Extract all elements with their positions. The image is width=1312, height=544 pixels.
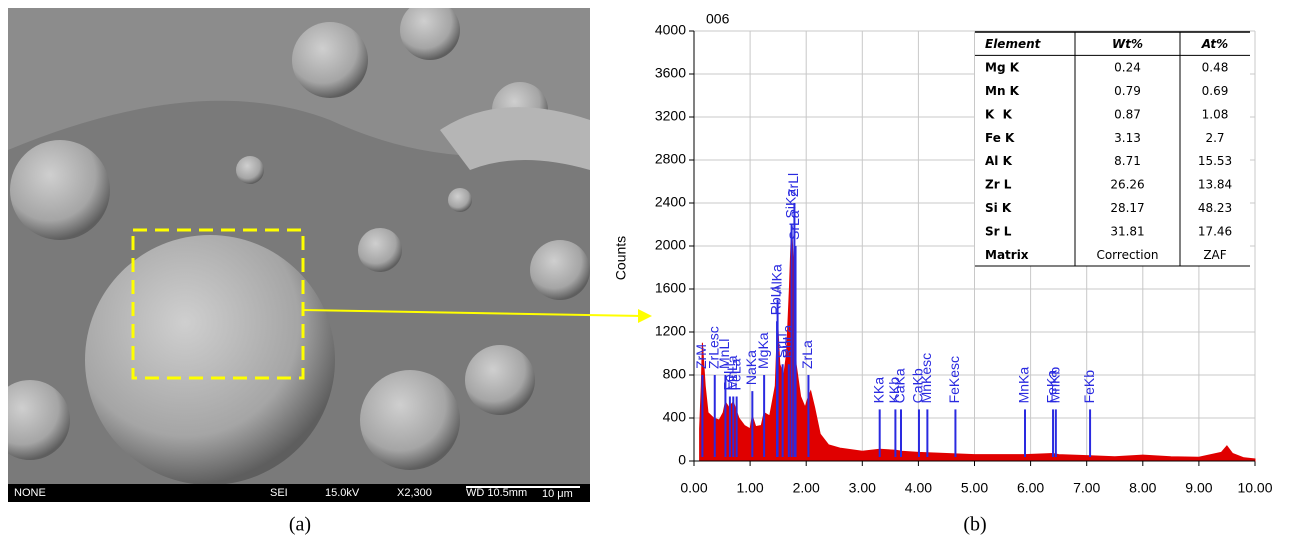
peak-label: ZrLesc bbox=[705, 326, 721, 369]
table-cell: Mn K bbox=[985, 84, 1020, 98]
table-cell: 1.08 bbox=[1202, 107, 1229, 121]
peak-label: FeKb bbox=[1081, 370, 1097, 404]
info-text: 10 μm bbox=[542, 488, 573, 500]
table-cell: 15.53 bbox=[1198, 154, 1232, 168]
y-tick-label: 3600 bbox=[655, 65, 686, 81]
table-cell: 28.17 bbox=[1110, 201, 1144, 215]
info-text: X2,300 bbox=[397, 487, 432, 499]
peak-label: MnLl bbox=[716, 339, 732, 369]
table-cell: Sr L bbox=[985, 224, 1012, 238]
arrow bbox=[302, 309, 641, 317]
info-text: 15.0kV bbox=[325, 487, 360, 499]
table-cell: ZAF bbox=[1203, 248, 1226, 262]
x-tick-label: 5.00 bbox=[961, 480, 988, 496]
table-cell: Si K bbox=[985, 201, 1012, 215]
table-cell: 0.48 bbox=[1202, 61, 1229, 75]
peak-label: KKa bbox=[870, 377, 886, 404]
table-cell: 0.87 bbox=[1114, 107, 1141, 121]
table-cell: Correction bbox=[1096, 248, 1158, 262]
y-tick-label: 400 bbox=[663, 409, 687, 425]
x-tick-label: 7.00 bbox=[1073, 480, 1100, 496]
table-header: Element bbox=[985, 37, 1042, 51]
peak-label: MgKa bbox=[755, 332, 771, 369]
table-cell: Zr L bbox=[985, 178, 1012, 192]
peak-label: SrLa bbox=[786, 210, 802, 240]
arrow-head bbox=[638, 309, 652, 323]
y-tick-label: 0 bbox=[678, 452, 686, 468]
peak-label: RbLl bbox=[768, 286, 784, 315]
y-tick-label: 3200 bbox=[655, 108, 686, 124]
table-cell: Matrix bbox=[985, 248, 1029, 262]
table-cell: 26.26 bbox=[1110, 178, 1144, 192]
peak-label: FeKa bbox=[1044, 370, 1060, 404]
y-tick-label: 2400 bbox=[655, 194, 686, 210]
table-cell: Fe K bbox=[985, 131, 1015, 145]
x-tick-label: 9.00 bbox=[1185, 480, 1212, 496]
chart-title: 006 bbox=[706, 11, 730, 27]
table-cell: K K bbox=[985, 107, 1013, 121]
y-tick-label: 2000 bbox=[655, 237, 686, 253]
peak-label: FeLl bbox=[721, 363, 737, 390]
table-cell: Al K bbox=[985, 154, 1013, 168]
x-tick-label: 4.00 bbox=[905, 480, 932, 496]
info-text: WD 10.5mm bbox=[466, 487, 527, 499]
sem-image bbox=[8, 8, 590, 484]
table-cell: 2.7 bbox=[1205, 131, 1224, 145]
table-header: At% bbox=[1201, 37, 1228, 51]
table-cell: 0.79 bbox=[1114, 84, 1141, 98]
peak-label: MnKesc bbox=[918, 353, 934, 404]
peak-label: FeKesc bbox=[946, 356, 962, 403]
x-tick-label: 0.00 bbox=[680, 480, 707, 496]
peak-label: ZrLa bbox=[799, 340, 815, 369]
x-tick-label: 2.00 bbox=[793, 480, 820, 496]
peak-label: KKb bbox=[886, 377, 902, 404]
x-tick-label: 3.00 bbox=[849, 480, 876, 496]
table-cell: 13.84 bbox=[1198, 178, 1232, 192]
x-tick-label: 8.00 bbox=[1129, 480, 1156, 496]
peak-label: FeLa bbox=[727, 358, 743, 390]
peak-label: CaKb bbox=[910, 368, 926, 403]
table-cell: 31.81 bbox=[1110, 224, 1144, 238]
peak-label: CaKa bbox=[892, 368, 908, 403]
y-tick-label: 1600 bbox=[655, 280, 686, 296]
table-header: Wt% bbox=[1112, 37, 1143, 51]
table-cell: 8.71 bbox=[1114, 154, 1141, 168]
peak-label: MnLa bbox=[724, 355, 740, 390]
peak-label: ZrM bbox=[693, 344, 709, 369]
peak-label: NaKa bbox=[743, 350, 759, 385]
info-text: SEI bbox=[270, 487, 288, 499]
panel-label: (b) bbox=[963, 514, 986, 536]
highlight-box bbox=[131, 228, 305, 380]
x-tick-label: 1.00 bbox=[736, 480, 763, 496]
y-tick-label: 2800 bbox=[655, 151, 686, 167]
peak-label: RbLa bbox=[780, 325, 796, 359]
panel-label: (a) bbox=[289, 514, 311, 536]
table-cell: Mg K bbox=[985, 61, 1020, 75]
peak-label: ZrLl bbox=[785, 173, 801, 197]
peak-label: MnKa bbox=[1016, 367, 1032, 404]
y-tick-label: 4000 bbox=[655, 22, 686, 38]
table-cell: 0.24 bbox=[1114, 61, 1141, 75]
peak-label: MnKb bbox=[1047, 367, 1063, 404]
peak-label: AlKa bbox=[768, 264, 784, 294]
info-bar bbox=[8, 484, 590, 502]
table-cell: 3.13 bbox=[1114, 131, 1141, 145]
x-tick-label: 6.00 bbox=[1017, 480, 1044, 496]
info-text: NONE bbox=[14, 487, 46, 499]
y-tick-label: 800 bbox=[663, 366, 687, 382]
table-cell: 48.23 bbox=[1198, 201, 1232, 215]
y-tick-label: 1200 bbox=[655, 323, 686, 339]
spectrum-area bbox=[699, 224, 1256, 462]
y-axis-label: Counts bbox=[613, 236, 629, 280]
table-background bbox=[975, 32, 1250, 266]
table-cell: 0.69 bbox=[1202, 84, 1229, 98]
x-tick-label: 10.00 bbox=[1237, 480, 1272, 496]
table-cell: 17.46 bbox=[1198, 224, 1232, 238]
